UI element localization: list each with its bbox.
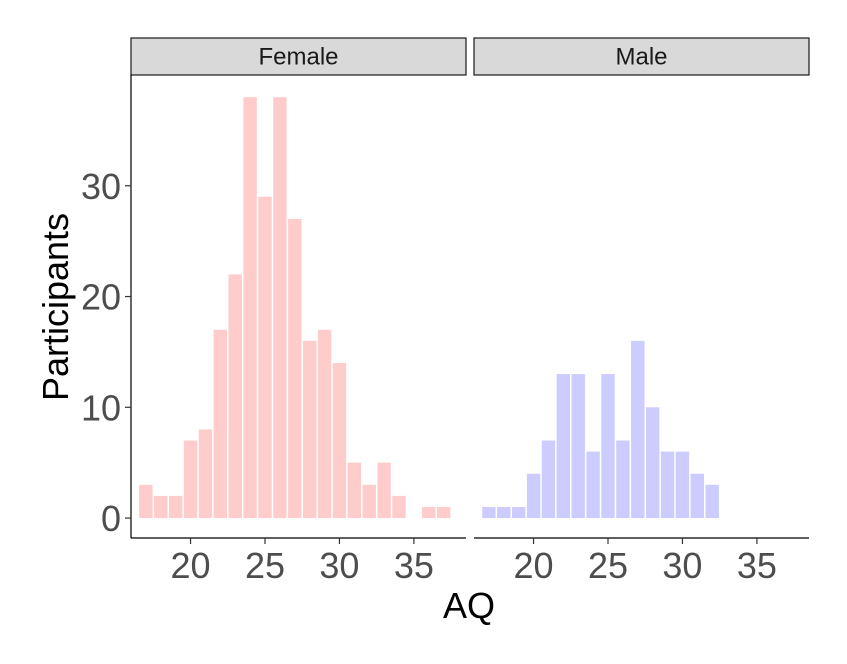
bar (168, 495, 183, 519)
x-tick-label: 20 (514, 545, 554, 586)
bar (317, 329, 332, 519)
bar (243, 97, 257, 519)
bar (228, 274, 242, 519)
bar (616, 440, 630, 519)
bar (675, 451, 690, 519)
facet-strip (473, 37, 810, 76)
facet-strip (130, 37, 467, 76)
bar (705, 484, 719, 519)
x-axis-title: AQ (443, 585, 495, 626)
bar (362, 484, 376, 519)
panel-1: Male 20 25 30 35 (473, 37, 810, 586)
x-tick-label: 30 (319, 545, 359, 586)
y-axis-title: Participants (35, 213, 76, 401)
panel-0: Female 20 25 30 35 (130, 37, 467, 586)
bar (482, 506, 496, 519)
x-tick-label: 25 (245, 545, 285, 586)
bar (198, 429, 213, 519)
x-tick-label: 25 (588, 545, 628, 586)
facet-strip-label: Female (258, 44, 338, 71)
bar (422, 506, 436, 519)
x-tick-label: 35 (394, 545, 434, 586)
bar (288, 218, 302, 519)
bar (556, 374, 571, 519)
y-tick-label: 10 (81, 387, 121, 428)
bar (213, 329, 228, 519)
bar (571, 374, 585, 519)
bar (690, 473, 705, 519)
bar (436, 506, 451, 519)
bar (347, 462, 362, 519)
bar (631, 340, 645, 519)
y-tick-label: 30 (81, 166, 121, 207)
bar (541, 440, 556, 519)
bar (183, 440, 198, 519)
y-tick-label: 20 (81, 277, 121, 318)
bar (497, 506, 511, 519)
y-axis: 0 10 20 30 (81, 75, 132, 539)
x-tick-label: 20 (171, 545, 211, 586)
bar (377, 462, 391, 519)
bar (302, 340, 317, 519)
bar (258, 196, 272, 519)
panels-layer: Female 20 25 30 35 Male 20 25 30 35 (130, 37, 810, 586)
bar (526, 473, 541, 519)
x-tick-label: 30 (662, 545, 702, 586)
facet-strip-label: Male (615, 44, 667, 71)
bar (660, 451, 675, 519)
bar (273, 97, 287, 519)
bar (154, 495, 168, 519)
bar (332, 362, 347, 519)
bar (392, 495, 406, 519)
x-tick-label: 35 (737, 545, 777, 586)
bar (645, 407, 660, 519)
bar (586, 451, 600, 519)
y-tick-label: 0 (101, 498, 121, 539)
bar (511, 506, 526, 519)
bar (601, 374, 615, 519)
bar (139, 484, 153, 519)
